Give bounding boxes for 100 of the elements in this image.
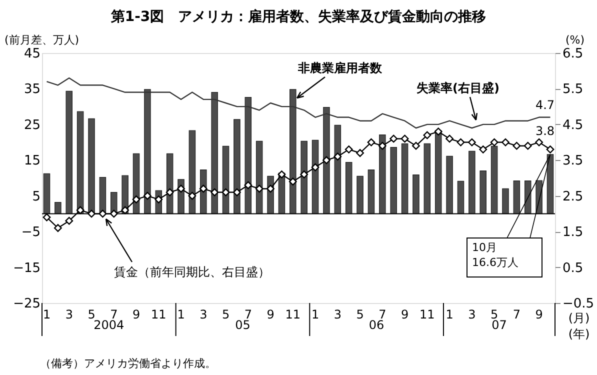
point: [334, 152, 342, 161]
y-axis-title: (前月差、万人): [4, 34, 80, 46]
point: [512, 142, 521, 150]
text: (年): [568, 327, 590, 341]
bar: [390, 146, 397, 214]
point: [344, 145, 353, 154]
text: 失業率(右目盛): [416, 81, 500, 95]
chart-title: 第1-3図 アメリカ：雇用者数、失業率及び賃金動向の推移: [110, 8, 486, 25]
y2-tick-label: 4.5: [562, 118, 584, 133]
y-tick-label: −5: [21, 225, 40, 240]
bar: [457, 180, 464, 214]
point: [76, 206, 84, 214]
point: [110, 210, 118, 218]
bar: [66, 90, 73, 214]
point: [479, 145, 488, 154]
bar: [345, 162, 352, 214]
point: [166, 188, 174, 196]
point: [456, 138, 465, 146]
point: [390, 134, 398, 143]
point: [502, 138, 510, 146]
bar: [234, 119, 240, 214]
annotation: 3.8: [535, 124, 555, 138]
bar: [144, 89, 151, 214]
x-tick-label: 3: [65, 308, 73, 322]
x-tick-label: 11: [151, 308, 166, 322]
bar: [446, 156, 453, 214]
x-tick-label: 11: [285, 308, 301, 322]
x-tick-label: 9: [535, 308, 543, 322]
bar: [401, 143, 408, 214]
point: [288, 178, 297, 186]
bar: [43, 173, 50, 214]
annotation: 4.7: [535, 98, 555, 112]
bar: [412, 174, 420, 214]
bar: [524, 180, 532, 214]
bar: [546, 154, 554, 214]
point: [311, 163, 320, 172]
x-tick-label: 1: [177, 308, 185, 322]
y-tick-label: 5: [32, 189, 40, 204]
point: [423, 131, 432, 140]
bar: [244, 96, 252, 214]
point: [446, 134, 454, 143]
bar: [424, 143, 431, 214]
bar: [54, 202, 62, 214]
bar: [513, 180, 520, 214]
annotation: 10月 16.6万人: [472, 241, 518, 269]
point: [154, 195, 163, 204]
bar: [368, 169, 375, 214]
x-tick-label: 5: [222, 308, 230, 322]
point: [266, 184, 274, 193]
y2-tick-label: −0.5: [562, 296, 594, 312]
text: 賃金（前年同期比、右目盛）: [114, 265, 270, 279]
bar: [468, 150, 476, 214]
point: [65, 216, 74, 225]
y-tick-label: −15: [13, 260, 40, 276]
point: [188, 192, 196, 200]
bar: [323, 106, 330, 214]
point: [42, 213, 51, 222]
y-tick-label: −25: [13, 296, 40, 312]
point: [468, 138, 476, 146]
bar: [76, 111, 84, 214]
y-tick-label: 35: [24, 82, 40, 98]
bar: [88, 118, 95, 214]
y2-axis-title: (%): [566, 34, 585, 46]
point: [378, 142, 386, 150]
point: [356, 149, 364, 157]
bar: [379, 134, 386, 214]
text: （備考）アメリカ労働省より作成。: [40, 357, 216, 370]
point: [88, 210, 96, 218]
x-tick-label: 3: [200, 308, 208, 322]
y2-tick-label: 3.5: [562, 154, 584, 169]
x-tick-label: 1: [446, 308, 454, 322]
point: [199, 184, 208, 193]
point: [233, 188, 241, 196]
text: (月): [568, 311, 590, 325]
point: [412, 142, 420, 150]
x-tick-label: 9: [400, 308, 409, 322]
x-tick-label: 1: [42, 308, 51, 322]
x-tick-label: 9: [132, 308, 140, 322]
bar: [211, 92, 218, 214]
y2-tick-label: 6.5: [562, 46, 584, 62]
point: [367, 138, 376, 146]
point: [98, 210, 107, 218]
x-tick-label: 1: [311, 308, 320, 322]
x-tick-label: 3: [468, 308, 476, 322]
series-label: 非農業雇用者数: [297, 61, 383, 75]
point: [255, 184, 264, 193]
bar: [490, 146, 498, 214]
point: [535, 138, 544, 146]
x-tick-label: 9: [266, 308, 274, 322]
bar: [300, 140, 308, 214]
point: [222, 188, 230, 196]
y2-tick-label: 0.5: [562, 260, 584, 276]
bar: [290, 89, 296, 214]
point: [322, 156, 330, 164]
point: [434, 128, 442, 136]
point: [144, 192, 152, 200]
point: [300, 170, 308, 178]
y-tick-label: 15: [24, 154, 40, 169]
bar: [434, 130, 442, 214]
point: [546, 145, 554, 154]
